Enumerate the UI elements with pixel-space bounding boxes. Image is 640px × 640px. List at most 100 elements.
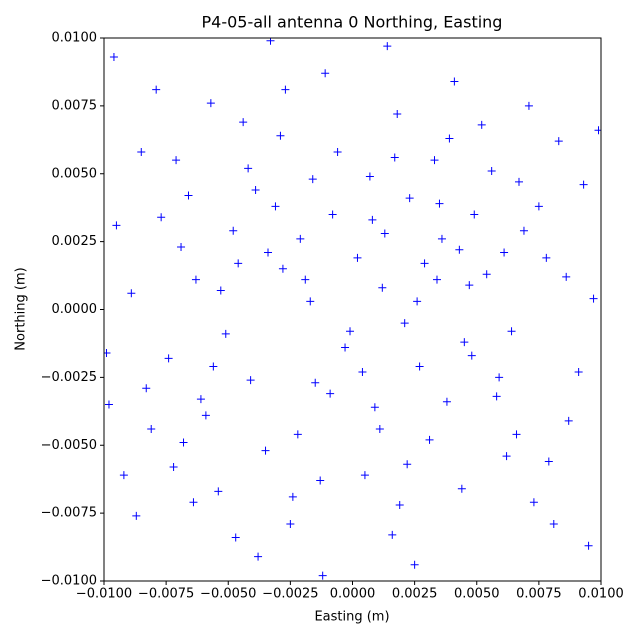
marker [450,77,459,86]
marker [395,500,404,509]
marker [400,319,409,328]
marker [495,373,504,382]
marker [514,177,523,186]
marker [542,253,551,262]
marker [132,511,141,520]
marker [214,487,223,496]
marker [544,457,553,466]
points [104,38,601,580]
marker [500,248,509,257]
marker [301,275,310,284]
marker [403,460,412,469]
y-tick-label: −0.0050 [41,438,97,453]
plot-frame [103,37,602,582]
marker [311,378,320,387]
marker [435,199,444,208]
marker [196,395,205,404]
marker [346,327,355,336]
marker [341,343,350,352]
marker [467,351,476,360]
marker [477,120,486,129]
marker [104,348,111,357]
marker [353,253,362,262]
marker [119,471,128,480]
marker [164,354,173,363]
marker [216,286,225,295]
marker [296,234,305,243]
marker [365,172,374,181]
marker [184,191,193,200]
x-tick-label: 0.0000 [330,587,376,602]
marker [246,376,255,385]
marker [251,186,260,195]
marker [333,148,342,157]
marker [529,498,538,507]
marker [286,519,295,528]
marker [579,180,588,189]
marker [318,571,327,580]
marker [169,462,178,471]
marker [460,338,469,347]
marker [502,452,511,461]
y-tick-label: −0.0075 [41,506,97,521]
y-axis-label: Northing (m) [14,267,29,350]
marker [321,69,330,78]
marker [482,270,491,279]
marker [445,134,454,143]
marker [127,289,136,298]
marker [360,471,369,480]
x-tick-label: −0.0025 [262,587,318,602]
marker [326,389,335,398]
marker [380,229,389,238]
marker [370,403,379,412]
marker [328,210,337,219]
marker [437,234,446,243]
marker [375,424,384,433]
x-tick-label: 0.0050 [454,587,500,602]
marker [507,327,516,336]
marker [157,213,166,222]
marker [549,519,558,528]
marker [206,99,215,108]
marker [524,101,533,110]
marker [390,153,399,162]
marker [142,384,151,393]
marker [512,430,521,439]
x-tick-label: −0.0050 [200,587,256,602]
marker [261,446,270,455]
y-tick-label: −0.0100 [41,574,97,589]
marker [231,533,240,542]
chart-title: P4-05-all antenna 0 Northing, Easting [202,13,503,32]
marker [420,259,429,268]
marker [430,156,439,165]
marker [244,164,253,173]
marker [534,202,543,211]
marker [276,131,285,140]
marker [264,248,273,257]
marker [221,329,230,338]
marker [239,118,248,127]
marker [177,243,186,252]
x-tick-label: 0.0100 [578,587,624,602]
marker [378,283,387,292]
marker [316,476,325,485]
marker [492,392,501,401]
marker [554,137,563,146]
marker [152,85,161,94]
x-axis-label: Easting (m) [314,610,389,625]
marker [254,552,263,561]
marker [410,560,419,569]
marker [112,221,121,230]
marker [201,411,210,420]
y-tick-label: 0.0000 [52,302,98,317]
marker [209,362,218,371]
marker [271,202,280,211]
marker [358,367,367,376]
marker [519,226,528,235]
x-tick-label: 0.0075 [516,587,562,602]
marker [189,498,198,507]
y-tick-label: −0.0025 [41,370,97,385]
y-tick-label: 0.0025 [52,234,98,249]
marker [455,245,464,254]
